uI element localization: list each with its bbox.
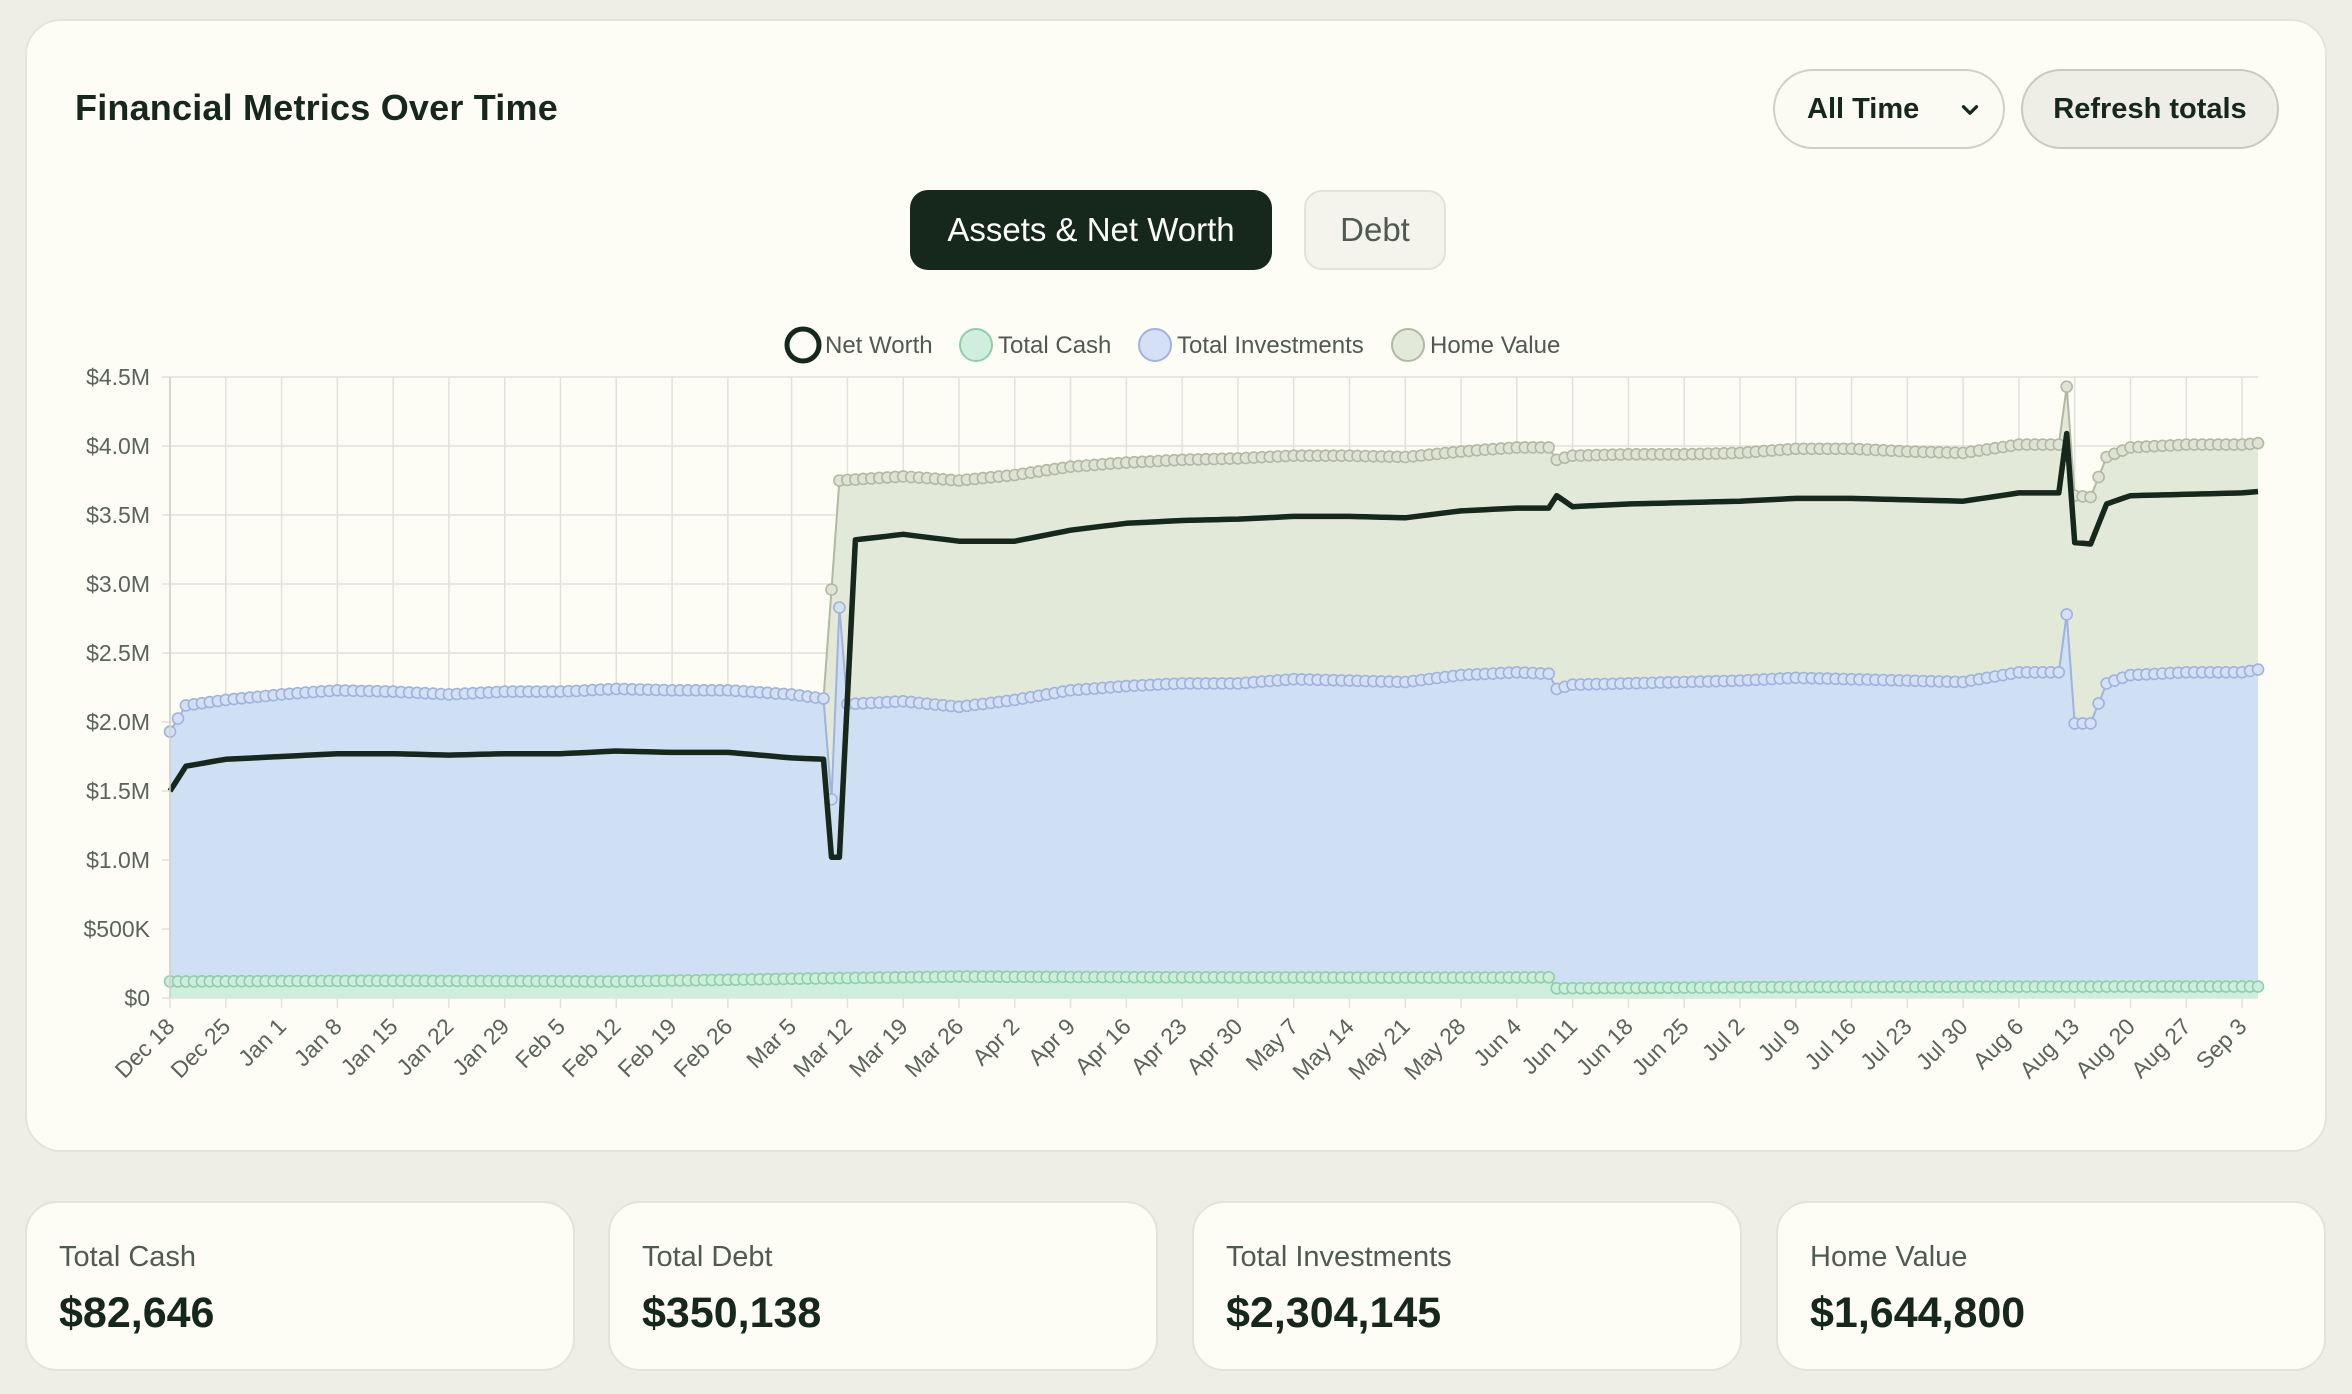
tab-debt[interactable]: Debt <box>1304 190 1446 270</box>
x-tick-label: Jul 30 <box>1911 1013 1973 1075</box>
total-investments-point <box>1542 667 1555 681</box>
page-title: Financial Metrics Over Time <box>75 87 558 128</box>
stat-label: Total Cash <box>59 1241 197 1273</box>
time-range-select[interactable]: All Time <box>1773 69 2005 149</box>
x-tick-label: Mar 26 <box>900 1013 969 1082</box>
x-tick-label: Jul 9 <box>1753 1013 1806 1066</box>
legend-label: Net Worth <box>825 332 933 359</box>
net-worth-line <box>167 430 2259 860</box>
x-tick-label: Apr 30 <box>1181 1013 1247 1079</box>
legend-swatch <box>784 326 822 364</box>
x-tick-label: Sep 3 <box>2191 1013 2252 1074</box>
legend-swatch <box>1391 328 1425 362</box>
legend-label: Total Cash <box>998 332 1111 359</box>
x-tick-label: Apr 2 <box>967 1013 1024 1070</box>
total-investments-point <box>817 692 830 705</box>
stat-card-total-cash: Total Cash $82,646 <box>25 1201 575 1371</box>
total-investments-point <box>2092 697 2105 710</box>
total-investments-point <box>2060 608 2073 621</box>
home-value-point <box>2084 490 2097 504</box>
stat-card-total-debt: Total Debt $350,138 <box>608 1201 1158 1371</box>
x-tick-label: Feb 19 <box>613 1013 682 1082</box>
y-tick-label: $3.0M <box>86 571 150 597</box>
stat-card-total-investments: Total Investments $2,304,145 <box>1192 1201 1742 1371</box>
x-tick-label: Dec 25 <box>165 1013 235 1083</box>
x-tick-label: Dec 18 <box>110 1013 180 1083</box>
y-tick-label: $2.0M <box>86 709 150 735</box>
y-tick-label: $500K <box>83 916 150 942</box>
home-value-point <box>825 583 838 596</box>
stat-card-home-value: Home Value $1,644,800 <box>1776 1201 2326 1371</box>
x-tick-label: Apr 23 <box>1125 1013 1191 1079</box>
legend-swatch <box>959 328 993 362</box>
total-investments-point <box>2084 717 2097 730</box>
y-tick-label: $1.5M <box>86 778 150 804</box>
chart-legend: Net Worth Total Cash Total Investments Home… <box>784 326 1560 364</box>
stat-label: Total Debt <box>642 1241 773 1273</box>
stat-label: Total Investments <box>1226 1241 1452 1273</box>
x-tick-label: Mar 12 <box>788 1013 857 1082</box>
y-tick-label: $1.0M <box>86 847 150 873</box>
home-value-point <box>2092 470 2105 484</box>
x-tick-label: Feb 12 <box>557 1013 626 1082</box>
total-cash-point <box>2251 980 2265 993</box>
x-tick-label: May 21 <box>1343 1013 1415 1085</box>
chart-marks <box>163 380 2265 995</box>
chart-areas <box>169 386 2259 998</box>
x-tick-label: Aug 20 <box>2070 1013 2140 1083</box>
stat-value: $350,138 <box>642 1289 822 1337</box>
total-investments-point <box>2052 665 2066 679</box>
chevron-down-icon <box>1961 105 1979 115</box>
x-tick-label: Jun 18 <box>1571 1013 1638 1080</box>
x-tick-label: Jul 2 <box>1697 1013 1750 1066</box>
x-tick-label: Jun 25 <box>1627 1013 1694 1080</box>
x-tick-label: Jan 22 <box>391 1013 458 1080</box>
x-tick-label: Jan 15 <box>335 1013 402 1080</box>
home-value-point <box>2060 380 2073 394</box>
x-tick-label: May 14 <box>1287 1013 1359 1085</box>
y-tick-label: $2.5M <box>86 640 150 666</box>
refresh-totals-button[interactable]: Refresh totals <box>2021 69 2279 149</box>
stat-value: $2,304,145 <box>1226 1289 1442 1337</box>
y-tick-label: $4.0M <box>86 433 150 459</box>
total-investments-area <box>170 607 2258 998</box>
y-tick-label: $0 <box>124 985 150 1011</box>
stat-label: Home Value <box>1810 1241 1968 1273</box>
y-tick-label: $4.5M <box>86 364 150 390</box>
tab-assets-net-worth[interactable]: Assets & Net Worth <box>910 190 1272 270</box>
legend-label: Home Value <box>1430 332 1560 359</box>
total-investments-point <box>171 712 185 725</box>
x-tick-label: Apr 16 <box>1070 1013 1136 1079</box>
stat-value: $82,646 <box>59 1289 215 1337</box>
x-tick-label: Jul 16 <box>1799 1013 1861 1075</box>
legend-swatch <box>1138 328 1172 362</box>
financial-metrics-chart: Net Worth Total Cash Total Investments Home… <box>83 326 2265 1085</box>
x-tick-label: Mar 19 <box>844 1013 913 1082</box>
x-tick-label: Jun 11 <box>1516 1013 1582 1079</box>
x-tick-label: Jul 23 <box>1855 1013 1917 1075</box>
y-tick-label: $3.5M <box>86 502 150 528</box>
legend-label: Total Investments <box>1177 332 1364 359</box>
home-value-point <box>2251 436 2265 450</box>
stat-value: $1,644,800 <box>1810 1289 2026 1337</box>
x-tick-label: Aug 27 <box>2126 1013 2196 1083</box>
x-tick-label: Jan 1 <box>233 1013 291 1071</box>
total-cash-point <box>1542 970 1555 984</box>
x-tick-label: Feb 26 <box>668 1013 737 1082</box>
x-tick-label: May 28 <box>1399 1013 1471 1085</box>
total-investments-point <box>833 601 846 614</box>
x-tick-label: Aug 13 <box>2014 1013 2084 1083</box>
time-range-value: All Time <box>1807 92 1920 125</box>
total-investments-point <box>2251 663 2265 676</box>
home-value-point <box>1542 441 1555 454</box>
x-tick-label: Jan 29 <box>447 1013 514 1080</box>
